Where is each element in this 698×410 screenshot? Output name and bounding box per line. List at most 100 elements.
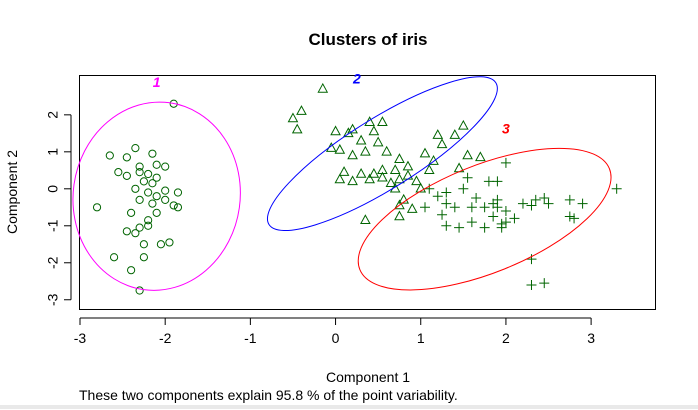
data-point-plus [564, 194, 575, 205]
data-point-triangle [317, 82, 329, 93]
data-point-triangle [347, 175, 358, 186]
data-point-plus [517, 198, 528, 209]
data-point-triangle [381, 145, 393, 156]
data-point-triangle [457, 119, 469, 130]
data-point-triangle [423, 164, 435, 175]
cluster-ellipse [266, 76, 498, 232]
data-point-plus [500, 205, 511, 216]
y-tick-label: 2 [45, 111, 61, 119]
window-bottom-edge [0, 405, 698, 409]
data-point-plus [454, 222, 465, 233]
data-point-triangle [398, 193, 410, 204]
data-point-triangle [432, 129, 444, 139]
x-tick-label: -3 [74, 330, 87, 346]
data-point-triangle [419, 147, 431, 158]
data-point-circle [169, 99, 178, 108]
cluster-1: 1 [72, 74, 241, 295]
x-tick-label: -2 [159, 330, 172, 346]
cluster-label: 2 [352, 70, 361, 86]
data-point-triangle [389, 164, 401, 175]
data-point-plus [577, 198, 588, 209]
data-point-triangle [355, 134, 367, 145]
cluster-ellipse [72, 101, 241, 291]
data-point-plus [479, 202, 490, 213]
data-point-triangle [360, 214, 371, 224]
data-point-plus [432, 191, 443, 202]
data-point-circle [139, 253, 148, 262]
data-point-plus [500, 217, 511, 228]
data-point-triangle [347, 149, 358, 160]
data-point-circle [131, 229, 140, 238]
data-point-plus [441, 220, 452, 231]
data-point-circle [127, 208, 136, 217]
data-point-triangle [402, 169, 414, 180]
data-point-triangle [334, 143, 346, 154]
x-tick-label: 0 [332, 330, 340, 346]
x-tick-label: 2 [502, 330, 510, 346]
data-point-circle [173, 203, 183, 212]
data-point-circle [161, 162, 170, 171]
data-point-plus [488, 198, 499, 209]
data-point-circle [156, 240, 166, 249]
y-tick-label: 0 [45, 185, 61, 193]
data-point-triangle [325, 142, 337, 152]
data-point-circle [109, 253, 119, 262]
data-point-circle [152, 208, 161, 217]
data-point-circle [139, 177, 148, 186]
cluster-label: 1 [153, 74, 161, 90]
data-point-plus [492, 176, 503, 187]
data-point-circle [135, 162, 144, 171]
data-point-circle [122, 153, 131, 162]
data-point-plus [526, 279, 537, 290]
data-point-triangle [330, 125, 341, 136]
data-point-triangle [385, 177, 397, 188]
data-point-plus [449, 202, 460, 213]
data-point-circle [161, 186, 170, 195]
data-point-circle [139, 240, 148, 249]
data-point-triangle [338, 166, 350, 176]
data-point-triangle [394, 210, 405, 221]
y-tick-label: -3 [45, 293, 61, 306]
data-point-triangle [368, 125, 380, 136]
data-point-plus [479, 222, 490, 233]
chart-subtitle: These two components explain 95.8 % of t… [79, 387, 458, 403]
data-point-circle [169, 201, 178, 210]
data-point-circle [173, 188, 183, 197]
data-point-triangle [449, 129, 461, 139]
data-point-circle [144, 221, 153, 230]
data-point-plus [500, 157, 511, 168]
y-tick-label: -2 [45, 256, 61, 269]
y-axis: -3 -2 -1 0 1 2 [45, 111, 72, 306]
data-point-plus [509, 213, 520, 224]
cluster-2: 2 [266, 70, 498, 232]
data-point-circle [135, 195, 144, 204]
data-point-circle [165, 238, 174, 247]
data-point-circle [131, 184, 140, 193]
data-point-triangle [428, 155, 439, 165]
data-point-triangle [462, 149, 473, 160]
chart-title: Clusters of iris [308, 30, 427, 49]
data-point-plus [526, 200, 537, 211]
x-tick-label: 3 [587, 330, 595, 346]
data-point-circle [144, 188, 153, 197]
data-point-plus [611, 183, 622, 194]
cluster-label: 3 [502, 120, 510, 136]
data-point-plus [441, 187, 452, 198]
data-point-triangle [394, 199, 405, 210]
data-point-plus [543, 198, 554, 209]
data-point-circle [144, 216, 153, 225]
data-point-circle [122, 227, 131, 236]
data-point-triangle [377, 171, 388, 182]
data-point-triangle [394, 173, 405, 184]
x-axis: -3 -2 -1 0 1 2 3 [74, 317, 595, 346]
data-point-triangle [364, 173, 375, 184]
data-point-triangle [334, 173, 346, 184]
data-point-circle [152, 173, 161, 182]
data-point-plus [539, 193, 550, 204]
data-point-plus [441, 198, 452, 209]
data-point-triangle [355, 167, 367, 178]
data-point-circle [152, 160, 161, 169]
data-point-plus [483, 176, 494, 187]
data-point-plus [496, 222, 507, 233]
data-point-triangle [296, 105, 307, 115]
